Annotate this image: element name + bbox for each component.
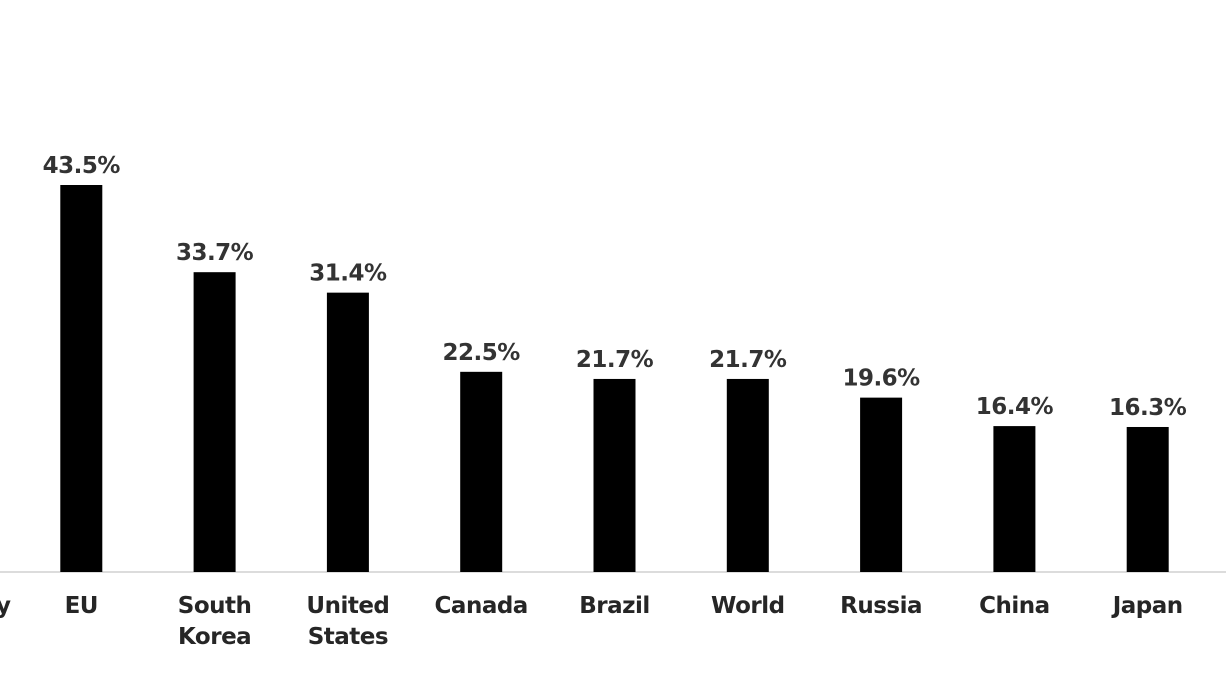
x-tick-label: Brazil	[579, 593, 650, 619]
bar	[593, 378, 636, 572]
data-label: 16.4%	[976, 394, 1054, 420]
x-tick-label: Canada	[434, 593, 529, 619]
data-label: 43.5%	[43, 153, 121, 179]
x-tick-label: South Korea	[177, 593, 252, 650]
data-label: 22.5%	[443, 340, 521, 366]
data-label: 33.7%	[176, 240, 254, 266]
x-tick-label: EU	[64, 593, 99, 619]
data-label: 21.7%	[576, 347, 654, 373]
x-tick-label: Japan	[1112, 593, 1183, 619]
bar	[60, 185, 103, 572]
x-tick-label: China	[979, 593, 1050, 619]
data-label: 16.3%	[1109, 395, 1187, 421]
x-tick-label: United States	[306, 593, 390, 650]
bar	[326, 292, 369, 572]
bar	[726, 378, 769, 572]
bar	[460, 371, 503, 572]
bar	[860, 397, 903, 572]
x-tick-label: World	[711, 593, 785, 619]
x-tick-label: Russia	[840, 593, 923, 619]
bar	[193, 272, 236, 572]
data-label: 19.6%	[842, 366, 920, 392]
data-label: 31.4%	[309, 261, 387, 287]
x-tick-label: y	[0, 593, 11, 619]
bar	[1126, 426, 1169, 572]
data-label: 21.7%	[709, 347, 787, 373]
bar	[993, 426, 1036, 572]
